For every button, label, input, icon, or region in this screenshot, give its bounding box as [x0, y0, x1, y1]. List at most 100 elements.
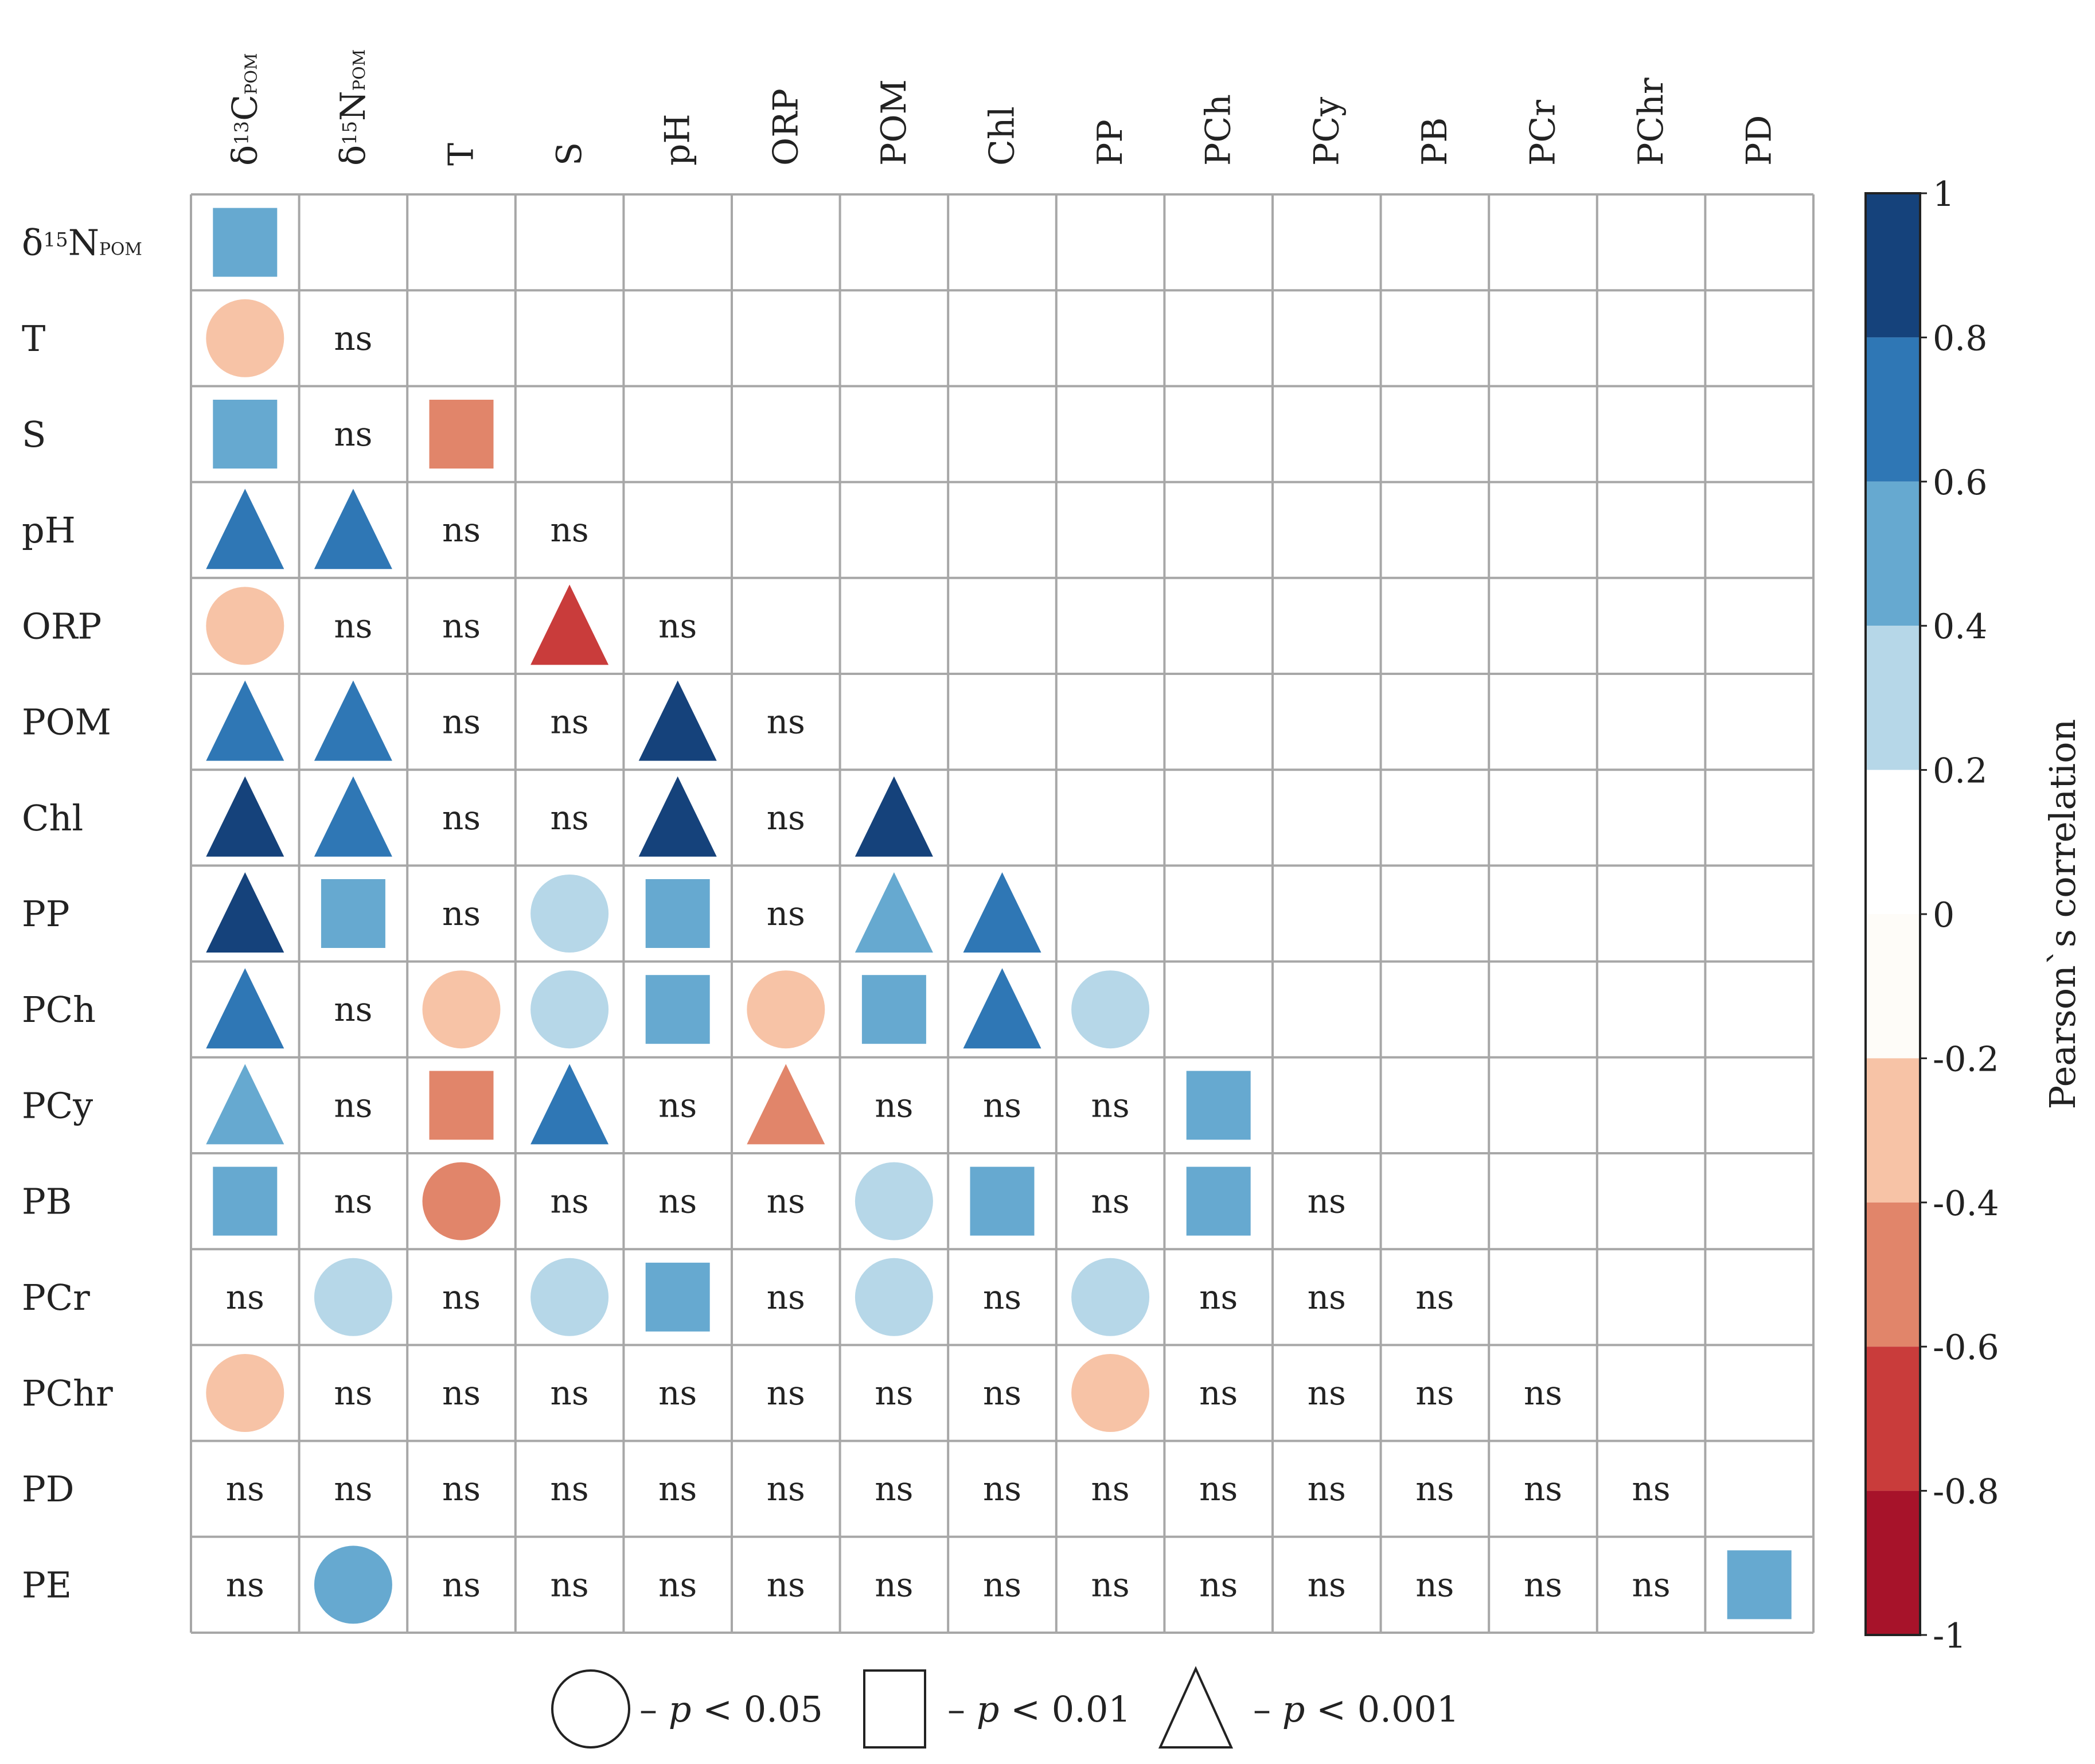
colorbar-tick-label: -0.2 — [1933, 1039, 1999, 1079]
ns-label: ns — [442, 798, 481, 837]
ns-label: ns — [334, 990, 372, 1029]
correlation-circle — [747, 970, 825, 1049]
correlation-circle — [206, 299, 284, 377]
label-letter: N — [68, 222, 99, 264]
ns-label: ns — [442, 510, 481, 549]
colorbar-tick-label: -0.4 — [1933, 1184, 1999, 1224]
correlation-circle — [206, 587, 284, 665]
label-main: PCr — [1523, 100, 1563, 166]
correlation-square — [321, 879, 385, 948]
correlation-triangle — [855, 872, 933, 953]
correlation-triangle — [314, 776, 392, 857]
row-label: T — [22, 318, 45, 360]
ns-label: ns — [875, 1565, 913, 1604]
label-sup: 15 — [338, 121, 361, 145]
row-label: pH — [22, 509, 76, 551]
label-main: PB — [1415, 118, 1455, 166]
row-label: POM — [22, 701, 111, 743]
ns-label: ns — [1415, 1278, 1454, 1317]
ns-label: ns — [551, 1565, 589, 1604]
colorbar-tick-label: -0.6 — [1933, 1328, 1999, 1368]
row-label: S — [22, 413, 46, 455]
correlation-circle — [1071, 1354, 1150, 1432]
colorbar-bin — [1866, 1347, 1920, 1491]
correlation-circle — [314, 1258, 392, 1336]
ns-label: ns — [658, 1565, 697, 1604]
correlation-triangle — [206, 1064, 284, 1145]
correlation-triangle — [206, 872, 284, 953]
colorbar-bin — [1866, 626, 1920, 770]
ns-label: ns — [1308, 1373, 1346, 1412]
label-main: δ — [225, 145, 265, 166]
ns-label: ns — [767, 798, 805, 837]
ns-label: ns — [551, 1182, 589, 1221]
label-sub: POM — [349, 49, 369, 91]
ns-label: ns — [983, 1086, 1021, 1125]
ns-label: ns — [1308, 1182, 1346, 1221]
ns-label: ns — [334, 1469, 372, 1508]
correlation-circle — [530, 1258, 609, 1336]
row-label: PCr — [22, 1277, 90, 1318]
correlation-square — [1186, 1166, 1251, 1236]
correlation-triangle — [206, 680, 284, 761]
ns-label: ns — [226, 1278, 264, 1317]
colorbar-tick-label: 0.8 — [1933, 318, 1987, 358]
legend-threshold: < 0.01 — [999, 1688, 1130, 1730]
row-label: PP — [22, 893, 69, 935]
colorbar-bin — [1866, 1058, 1920, 1203]
correlation-circle — [314, 1546, 392, 1624]
ns-label: ns — [442, 1469, 481, 1508]
ns-label: ns — [334, 1182, 372, 1221]
ns-label: ns — [442, 1373, 481, 1412]
label-main: PD — [22, 1468, 74, 1510]
legend-label: – p < 0.001 — [1253, 1688, 1459, 1730]
ns-label: ns — [226, 1469, 264, 1508]
ns-label: ns — [1415, 1565, 1454, 1604]
ns-label: ns — [551, 510, 589, 549]
label-main: POM — [22, 701, 111, 743]
grid — [190, 193, 1815, 1634]
colorbar-bin — [1866, 193, 1920, 338]
label-main: T — [442, 143, 482, 166]
colorbar-tick-label: 0.4 — [1933, 607, 1987, 647]
label-main: ORP — [766, 88, 806, 166]
ns-label: ns — [1308, 1278, 1346, 1317]
colorbar-tick-label: -1 — [1933, 1616, 1966, 1656]
ns-label: ns — [1632, 1565, 1671, 1604]
label-letter: C — [225, 95, 265, 121]
correlation-square — [645, 975, 710, 1044]
correlation-circle — [530, 875, 609, 953]
ns-label: ns — [334, 1086, 372, 1125]
label-main: δ — [333, 145, 373, 166]
ns-label: ns — [983, 1469, 1021, 1508]
label-main: δ — [22, 222, 43, 264]
correlation-circle — [855, 1258, 933, 1336]
correlation-triangle — [530, 584, 609, 665]
ns-label: ns — [875, 1373, 913, 1412]
correlation-triangle — [747, 1064, 825, 1145]
colorbar: 1 0.8 0.6 0.4 0.2 0 -0.2 -0.4 -0.6 -0.8 -1 Pearson`… — [1864, 174, 2084, 1656]
ns-label: ns — [1199, 1469, 1238, 1508]
legend-dash: – — [947, 1688, 977, 1730]
label-main: T — [22, 318, 45, 360]
ns-label: ns — [875, 1086, 913, 1125]
ns-label: ns — [442, 1565, 481, 1604]
correlation-circle — [206, 1354, 284, 1432]
ns-label: ns — [1308, 1565, 1346, 1604]
row-label: PCy — [22, 1084, 93, 1126]
ns-label: ns — [1091, 1469, 1130, 1508]
row-label: PD — [22, 1468, 74, 1510]
ns-label: ns — [875, 1469, 913, 1508]
correlation-square — [645, 879, 710, 948]
correlation-circle — [422, 970, 501, 1049]
legend-p: p — [669, 1688, 692, 1730]
ns-label: ns — [442, 894, 481, 933]
colorbar-bin — [1866, 1202, 1920, 1347]
label-main: PCh — [1199, 94, 1239, 166]
legend-dash: – — [1253, 1688, 1282, 1730]
label-main: PCy — [22, 1084, 93, 1126]
ns-label: ns — [658, 1182, 697, 1221]
correlation-triangle — [206, 489, 284, 569]
label-sup: 13 — [230, 121, 252, 145]
